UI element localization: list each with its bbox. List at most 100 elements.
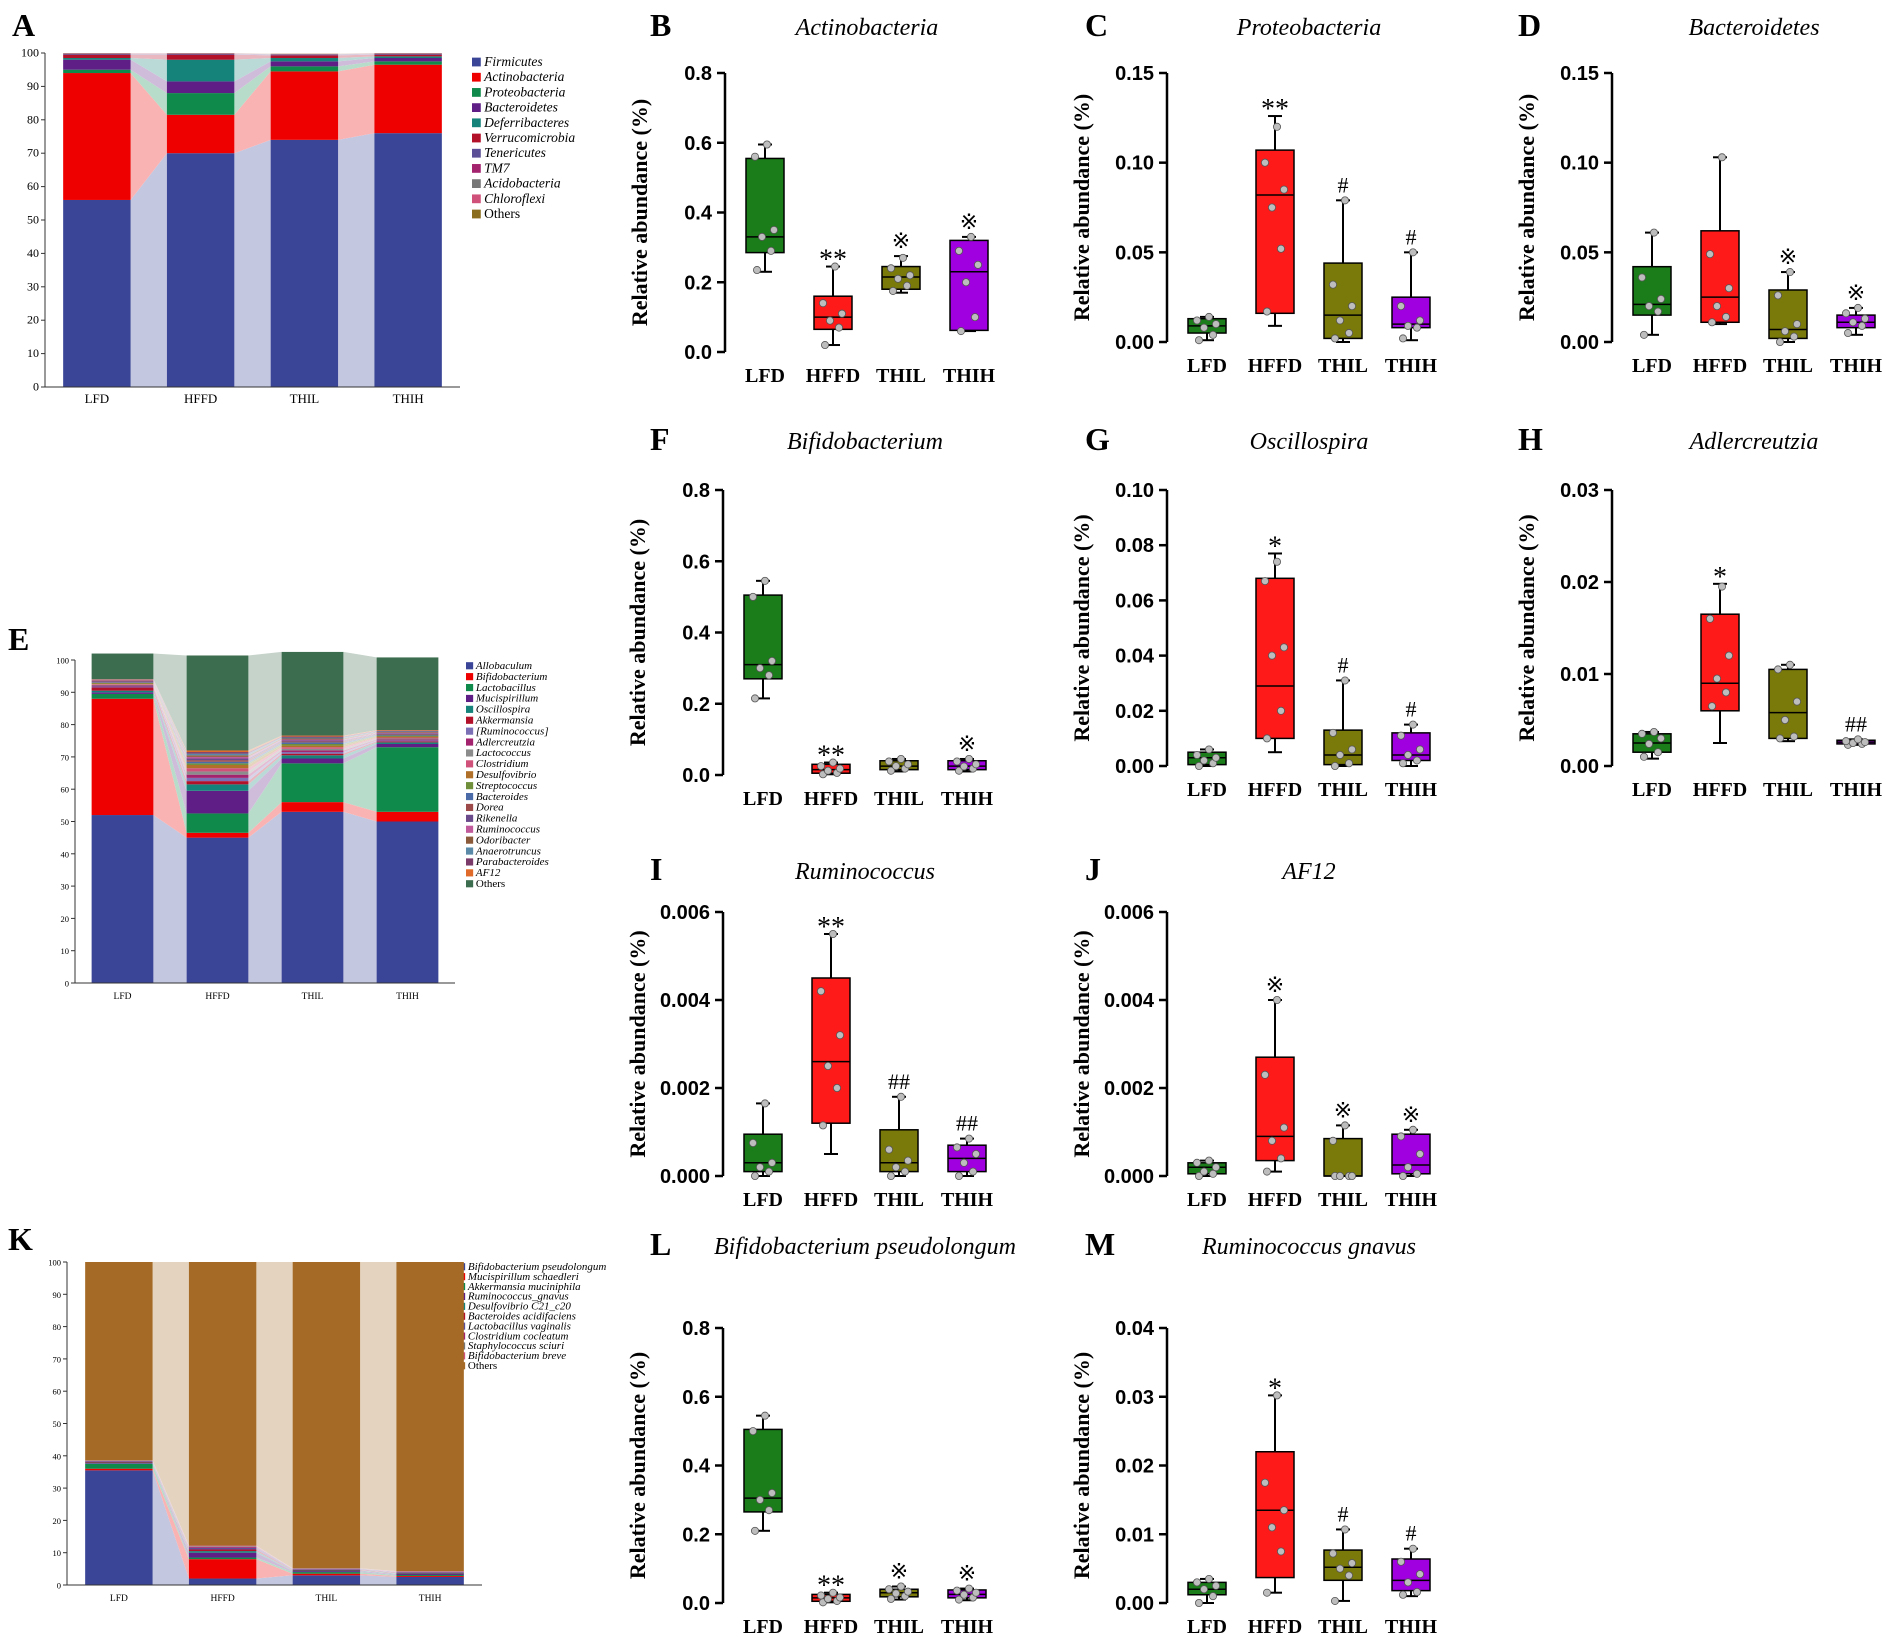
data-point	[1268, 651, 1277, 660]
data-point	[1413, 1588, 1422, 1597]
data-point	[1329, 1549, 1338, 1558]
legend-label: Odoribacter	[476, 834, 531, 846]
stack-connector	[248, 747, 282, 772]
data-point	[1645, 302, 1654, 311]
data-point	[1861, 314, 1870, 323]
box-thih: # THIH	[1385, 697, 1438, 801]
y-tick-label: 0.006	[1104, 902, 1154, 924]
significance-mark: ##	[888, 1069, 910, 1094]
y-tick-label: 0.002	[1104, 1078, 1154, 1100]
y-tick-label: 0.002	[660, 1078, 710, 1100]
data-point	[889, 286, 898, 295]
significance-mark: #	[1406, 224, 1417, 249]
stack-connector	[248, 735, 282, 753]
stack-segment-lactococcus	[376, 738, 439, 740]
stack-segment-ruminococcus-gnavus	[188, 1552, 257, 1558]
legend-label: Others	[468, 1360, 497, 1372]
x-tick-label: THIH	[1385, 355, 1438, 377]
y-tick-label: 0.0	[684, 342, 712, 364]
data-point	[1713, 302, 1722, 311]
y-tick-label: 20	[27, 313, 39, 327]
significance-mark: ※	[1779, 244, 1797, 269]
stack-segment-af12	[376, 730, 439, 731]
legend-swatch	[466, 792, 474, 801]
stack-segment-rikenella	[91, 680, 154, 682]
data-point	[749, 1139, 758, 1148]
stack-segment-dorea	[376, 733, 439, 735]
data-point	[1404, 1578, 1413, 1587]
stack-connector	[234, 58, 271, 82]
y-tick-label: 50	[27, 213, 39, 227]
legend-swatch	[472, 209, 481, 219]
stack-connector	[256, 1546, 293, 1569]
box-thil: THIL	[874, 754, 924, 810]
stack-segment-mucispirillum-schaedleri	[85, 1468, 153, 1471]
y-axis-label: Relative abundance (%)	[627, 99, 652, 326]
box-iqr	[1255, 149, 1295, 315]
stack-segment-bifidobacterium-breve	[188, 1545, 257, 1547]
legend-swatch	[466, 738, 474, 746]
x-tick-label: HFFD	[1693, 355, 1747, 377]
panel-label: G	[1085, 421, 1110, 457]
stack-segment-desulfovibrio	[281, 745, 344, 748]
y-tick-label: 0.6	[682, 1387, 710, 1409]
stack-segment-bifidobacterium	[91, 698, 154, 816]
stack-segment-bacteroides-acidifaciens	[292, 1569, 361, 1571]
stack-segment-verrucomicrobia	[374, 54, 442, 57]
box-thih: ※ THIH	[941, 731, 994, 810]
box-lfd: LFD	[1187, 1574, 1227, 1638]
x-tick-label: HFFD	[804, 1616, 858, 1638]
y-tick-label: 0.6	[682, 551, 710, 573]
stack-connector	[130, 58, 167, 82]
legend-label: Mucispirillum	[475, 693, 538, 705]
stack-connector	[152, 1468, 189, 1579]
data-point	[887, 766, 896, 775]
data-point	[765, 1167, 774, 1176]
y-axis-label: Relative abundance (%)	[625, 519, 650, 746]
stack-segment-akkermansia	[91, 687, 154, 691]
panel-M: M Ruminococcus gnavus Relative abundance (…	[1069, 1226, 1438, 1638]
data-point	[1706, 614, 1715, 623]
legend-label: [Ruminococcus]	[476, 725, 549, 737]
stack-segment-allobaculum	[376, 821, 439, 983]
stack-connector	[248, 763, 282, 833]
legend-label: AF12	[475, 867, 501, 879]
legend-swatch	[466, 716, 474, 724]
stack-segment-actinobacteria	[166, 114, 235, 154]
box-iqr	[1323, 729, 1363, 766]
panel-label: A	[12, 7, 35, 43]
y-tick-label: 80	[61, 720, 70, 730]
data-point	[761, 1099, 770, 1108]
y-tick-label: 40	[27, 246, 39, 260]
significance-mark: **	[817, 912, 845, 943]
data-point	[887, 264, 896, 273]
data-point	[1404, 321, 1413, 330]
x-tick-label: HFFD	[1248, 1616, 1302, 1638]
significance-mark: #	[1338, 1501, 1349, 1526]
legend-swatch	[466, 760, 474, 768]
y-tick-label: 10	[53, 1548, 62, 1558]
data-point	[1212, 753, 1221, 762]
stack-segment-bifidobacterium	[186, 832, 249, 838]
data-point	[767, 246, 776, 255]
data-point	[962, 278, 971, 287]
data-point	[1416, 745, 1425, 754]
legend-swatch	[472, 103, 481, 113]
box-thil: # THIL	[1318, 172, 1368, 377]
stack-connector	[343, 737, 377, 749]
data-point	[904, 1587, 913, 1596]
stack-segment-firmicutes	[63, 199, 131, 387]
stack-connector	[130, 69, 167, 115]
data-point	[1345, 759, 1354, 768]
stack-connector	[153, 653, 187, 751]
legend-label: Clostridium	[476, 758, 529, 770]
stack-segment-desulfovibrio-c21-c20	[292, 1570, 361, 1572]
data-point	[821, 341, 830, 350]
stack-segment-akkermansia	[186, 781, 249, 785]
stack-connector	[256, 1559, 293, 1579]
stack-connector	[338, 58, 375, 67]
y-tick-label: 0.000	[1104, 1166, 1154, 1188]
data-point	[1858, 321, 1867, 330]
data-point	[819, 299, 828, 308]
legend-swatch	[466, 727, 474, 735]
